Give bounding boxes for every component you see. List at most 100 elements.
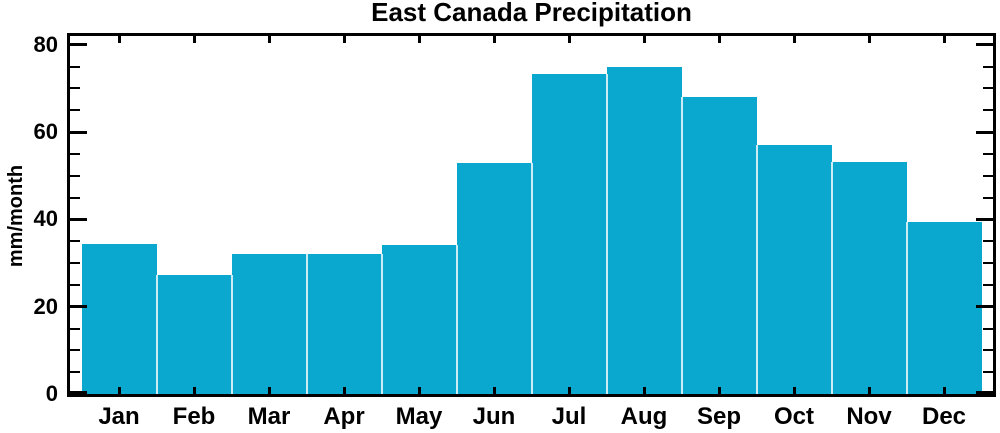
bar-separator bbox=[530, 163, 533, 394]
y-minor-tick-right bbox=[983, 371, 993, 374]
y-minor-tick-right bbox=[983, 283, 993, 286]
y-minor-tick-right bbox=[983, 174, 993, 177]
y-minor-tick-left bbox=[70, 262, 80, 265]
x-tick-top-mar bbox=[267, 36, 271, 43]
y-minor-tick-left bbox=[70, 65, 80, 68]
x-tick-top-may bbox=[417, 36, 421, 43]
x-tick-label-oct: Oct bbox=[773, 403, 814, 430]
y-minor-tick-right bbox=[983, 152, 993, 155]
bar-oct bbox=[756, 145, 832, 394]
y-minor-tick-right bbox=[983, 65, 993, 68]
chart-title: East Canada Precipitation bbox=[371, 0, 692, 27]
bar-jan bbox=[81, 243, 157, 394]
bar-sep bbox=[681, 96, 757, 394]
y-major-tick-right bbox=[976, 130, 993, 134]
x-tick-label-mar: Mar bbox=[247, 403, 291, 430]
bar-nov bbox=[831, 161, 907, 394]
x-tick-bottom-feb bbox=[192, 387, 196, 394]
x-tick-label-jun: Jun bbox=[472, 403, 516, 430]
y-major-tick-left bbox=[70, 391, 87, 394]
x-tick-top-aug bbox=[642, 36, 646, 43]
x-tick-top-jun bbox=[492, 36, 496, 43]
x-tick-top-apr bbox=[342, 36, 346, 43]
bar-separator bbox=[155, 275, 158, 394]
bar-separator bbox=[830, 161, 833, 394]
x-tick-label-nov: Nov bbox=[846, 403, 892, 430]
x-tick-bottom-apr bbox=[342, 387, 346, 394]
y-major-tick-left bbox=[70, 217, 87, 221]
y-minor-tick-left bbox=[70, 327, 80, 330]
x-tick-top-feb bbox=[192, 36, 196, 43]
bar-may bbox=[381, 244, 457, 394]
x-tick-label-may: May bbox=[395, 403, 443, 430]
plot-inner bbox=[70, 36, 993, 394]
bar-separator bbox=[680, 96, 683, 394]
x-tick-top-jan bbox=[117, 36, 121, 43]
x-tick-top-oct bbox=[792, 36, 796, 43]
x-tick-top-nov bbox=[867, 36, 871, 43]
x-tick-bottom-sep bbox=[717, 387, 721, 394]
y-minor-tick-right bbox=[983, 349, 993, 352]
bar-separator bbox=[455, 244, 458, 394]
bar-separator bbox=[605, 74, 608, 394]
x-tick-label-sep: Sep bbox=[696, 403, 741, 430]
x-tick-top-sep bbox=[717, 36, 721, 43]
y-minor-tick-right bbox=[983, 240, 993, 243]
x-tick-bottom-oct bbox=[792, 387, 796, 394]
x-tick-bottom-jul bbox=[567, 387, 571, 394]
y-major-tick-right bbox=[976, 217, 993, 221]
plot-area bbox=[67, 33, 996, 397]
x-tick-bottom-mar bbox=[267, 387, 271, 394]
y-major-tick-right bbox=[976, 43, 993, 47]
bar-separator bbox=[305, 254, 308, 394]
x-tick-top-jul bbox=[567, 36, 571, 43]
x-tick-label-apr: Apr bbox=[323, 403, 365, 430]
y-tick-label-0: 0 bbox=[45, 381, 58, 406]
y-minor-tick-left bbox=[70, 174, 80, 177]
x-tick-bottom-may bbox=[417, 387, 421, 394]
y-minor-tick-left bbox=[70, 109, 80, 112]
y-minor-tick-left bbox=[70, 283, 80, 286]
bar-separator bbox=[230, 275, 233, 394]
bar-separator bbox=[380, 254, 383, 394]
x-tick-bottom-aug bbox=[642, 387, 646, 394]
x-tick-label-jul: Jul bbox=[551, 403, 587, 430]
x-tick-bottom-jan bbox=[117, 387, 121, 394]
y-major-tick-left bbox=[70, 130, 87, 134]
x-tick-label-jan: Jan bbox=[98, 403, 140, 430]
bar-jun bbox=[456, 163, 532, 394]
y-minor-tick-right bbox=[983, 109, 993, 112]
y-minor-tick-left bbox=[70, 371, 80, 374]
y-tick-label-20: 20 bbox=[33, 293, 58, 319]
y-major-tick-left bbox=[70, 43, 87, 47]
x-tick-top-dec bbox=[942, 36, 946, 43]
x-tick-bottom-jun bbox=[492, 387, 496, 394]
y-tick-label-80: 80 bbox=[33, 31, 58, 57]
y-minor-tick-left bbox=[70, 196, 80, 199]
y-minor-tick-left bbox=[70, 349, 80, 352]
x-tick-label-feb: Feb bbox=[172, 403, 216, 430]
y-major-tick-right bbox=[976, 305, 993, 309]
y-minor-tick-left bbox=[70, 87, 80, 90]
bar-apr bbox=[306, 254, 382, 394]
bar-mar bbox=[231, 253, 307, 394]
x-tick-label-aug: Aug bbox=[620, 403, 668, 430]
y-minor-tick-right bbox=[983, 327, 993, 330]
y-minor-tick-left bbox=[70, 152, 80, 155]
x-tick-bottom-dec bbox=[942, 387, 946, 394]
y-minor-tick-right bbox=[983, 196, 993, 199]
y-major-tick-right bbox=[976, 391, 993, 394]
x-tick-label-dec: Dec bbox=[921, 403, 967, 430]
bar-jul bbox=[531, 74, 607, 394]
bar-separator bbox=[755, 145, 758, 394]
y-major-tick-left bbox=[70, 305, 87, 309]
bar-separator bbox=[905, 221, 908, 394]
y-tick-label-60: 60 bbox=[33, 119, 58, 145]
y-minor-tick-right bbox=[983, 87, 993, 90]
bar-aug bbox=[606, 66, 682, 394]
bar-feb bbox=[156, 275, 232, 394]
y-minor-tick-left bbox=[70, 240, 80, 243]
bar-dec bbox=[906, 221, 982, 394]
x-tick-bottom-nov bbox=[867, 387, 871, 394]
